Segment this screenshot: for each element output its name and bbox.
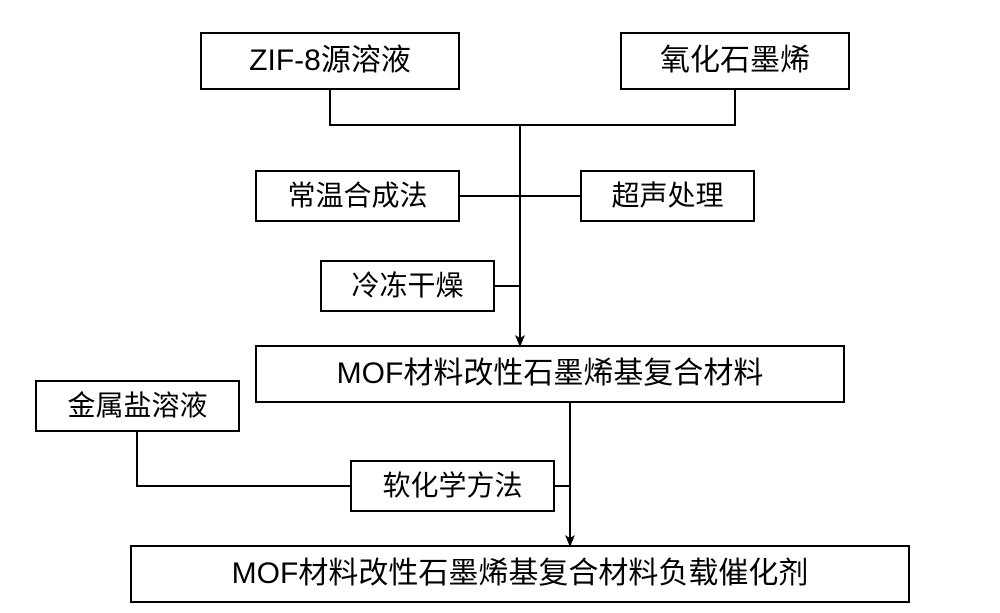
node-go: 氧化石墨烯: [620, 32, 850, 90]
node-rtsyn: 常温合成法: [255, 170, 460, 222]
node-composite: MOF材料改性石墨烯基复合材料: [255, 345, 845, 403]
flowchart-stage: ZIF-8源溶液 氧化石墨烯常温合成法 超声处理冷冻干燥 MOF材料改性石墨烯基复合材…: [0, 0, 1000, 613]
node-softchem: 软化学方法: [350, 460, 555, 512]
node-metalsalt: 金属盐溶液: [35, 380, 240, 432]
node-catalyst: MOF材料改性石墨烯基复合材料负载催化剂: [130, 545, 910, 603]
node-sonic: 超声处理: [580, 170, 755, 222]
node-freeze: 冷冻干燥: [320, 260, 495, 312]
edge: [520, 90, 735, 125]
flowchart-edges: [0, 0, 1000, 613]
edge: [330, 90, 520, 125]
node-zif8: ZIF-8源溶液: [200, 32, 460, 90]
